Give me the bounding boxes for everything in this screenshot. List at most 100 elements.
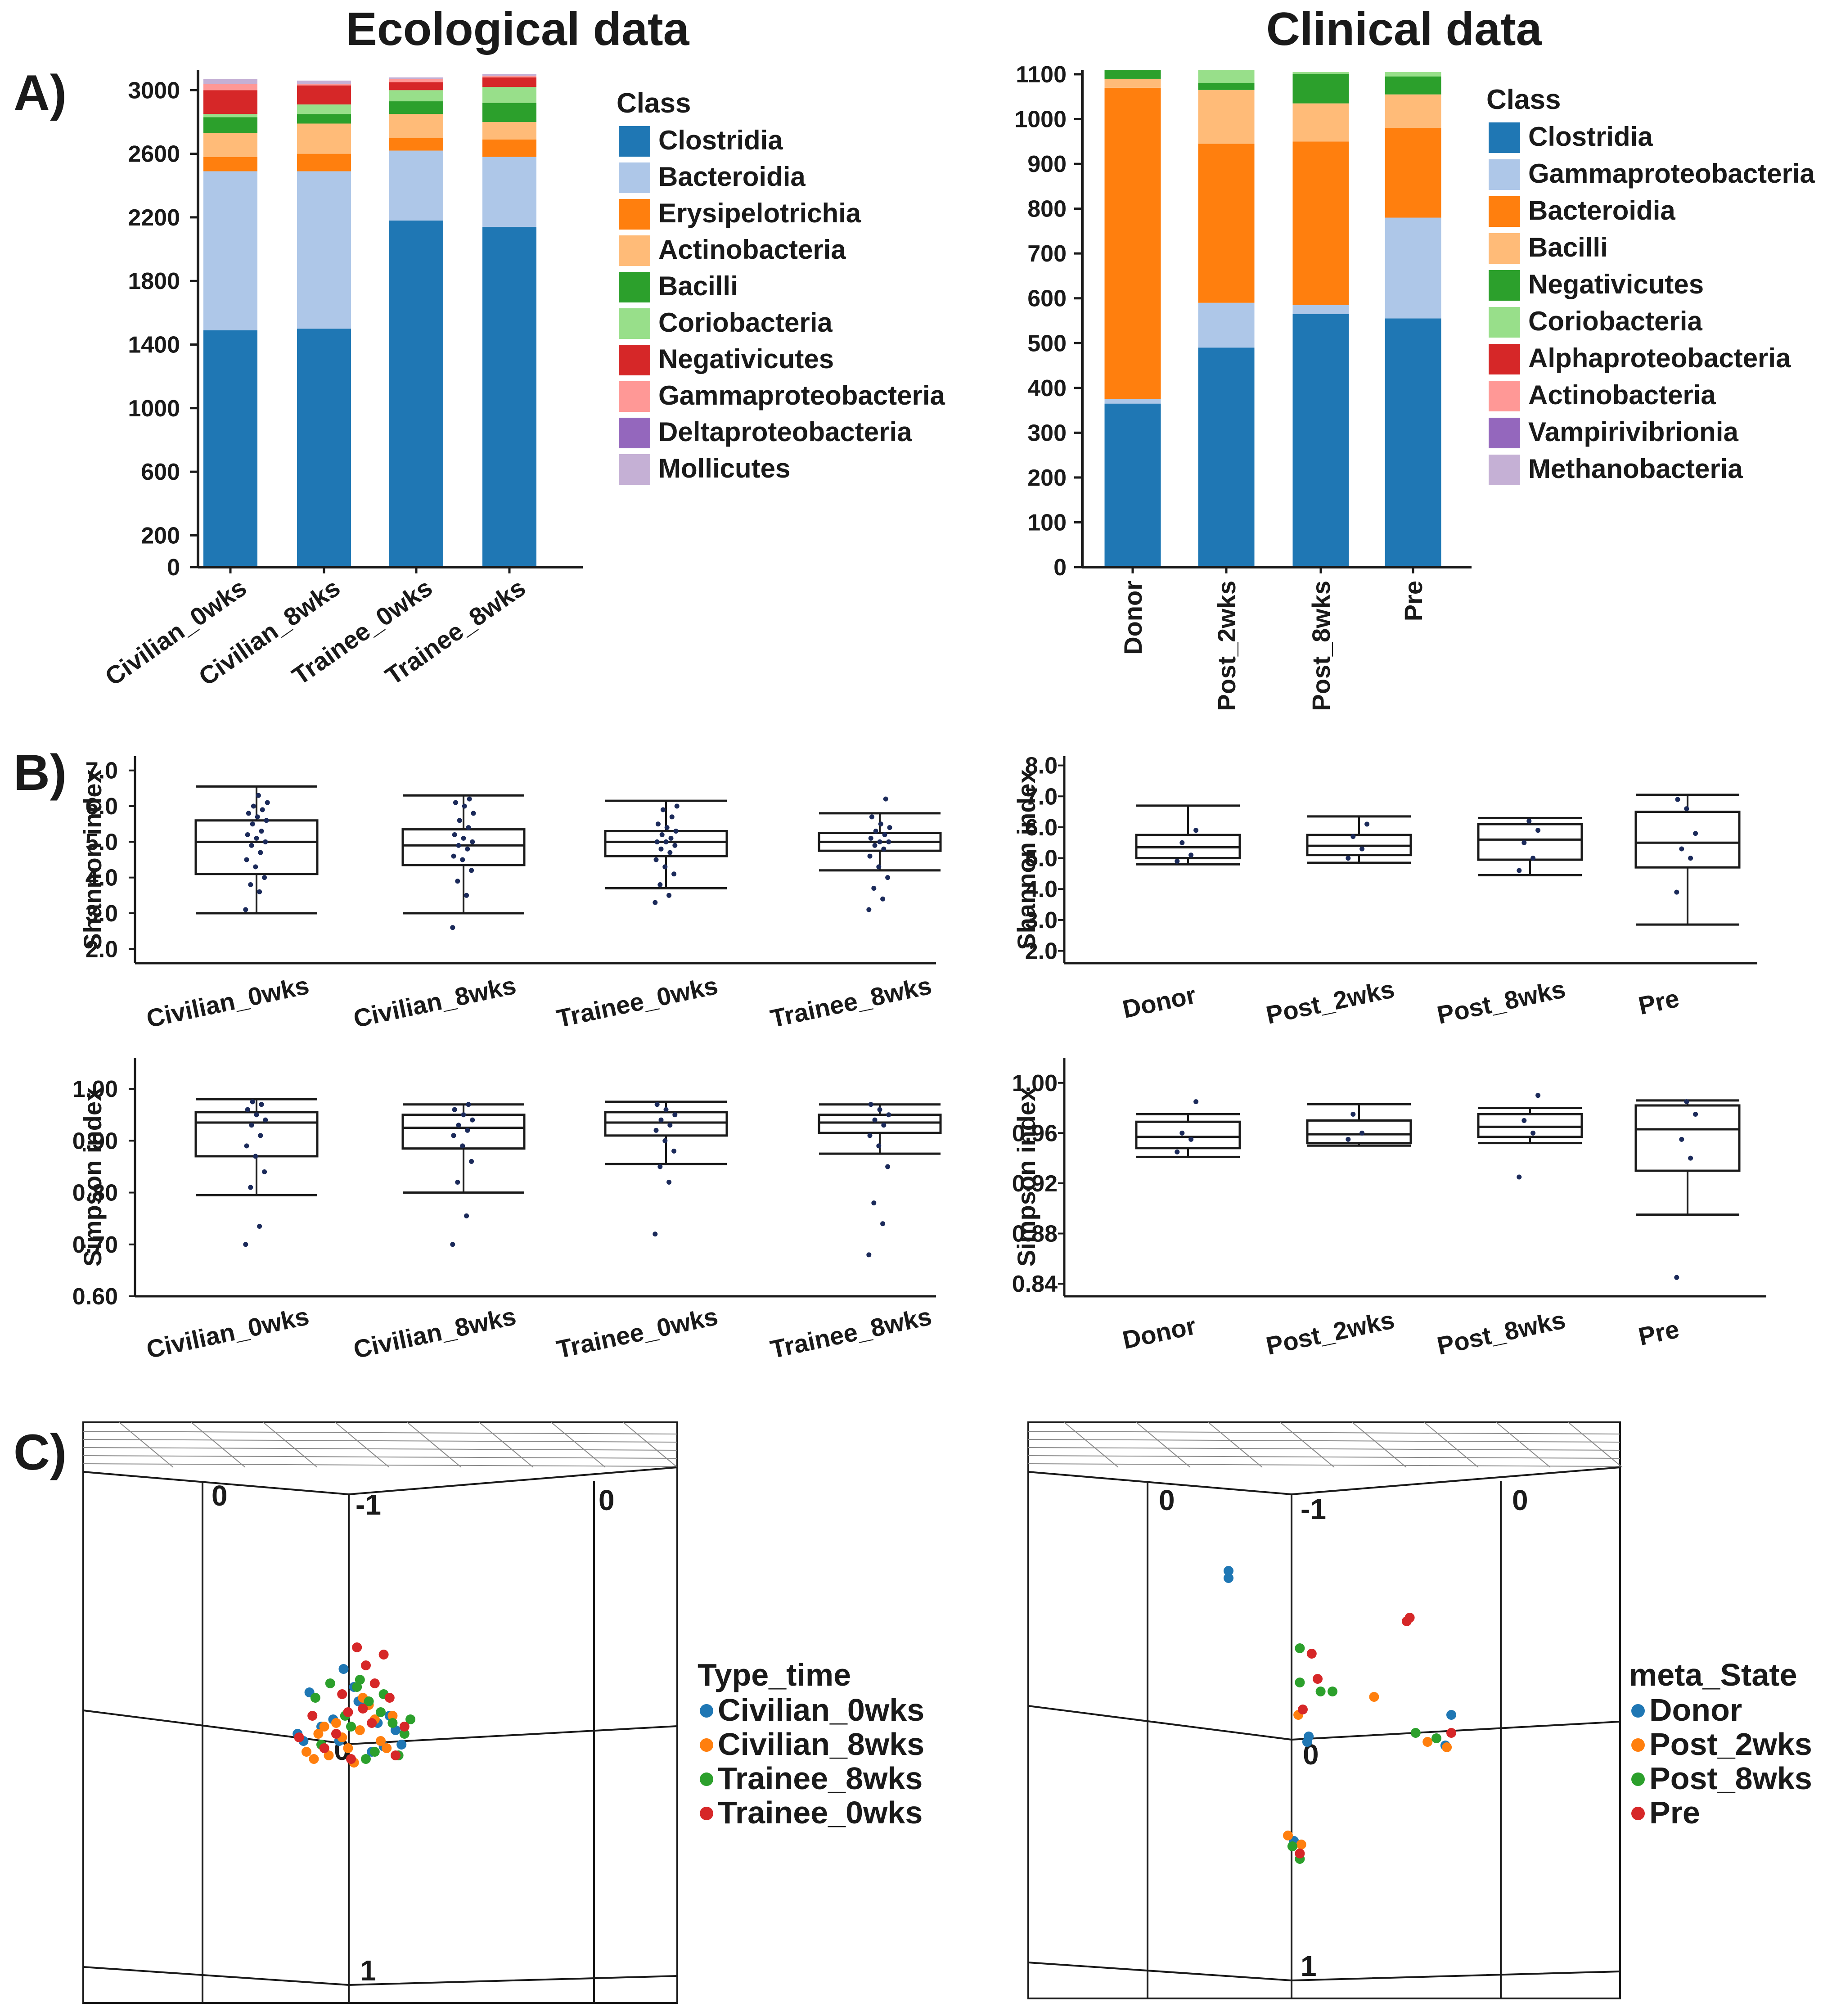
- data-point: [464, 893, 469, 898]
- legend-entry: Gammaproteobacteria: [658, 380, 945, 410]
- y-tick-label: 1000: [1014, 107, 1067, 133]
- panel-label-b: B): [14, 744, 67, 801]
- data-point: [259, 1102, 264, 1107]
- pca-grid-line: [1064, 1422, 1119, 1468]
- bar-segment: [482, 76, 536, 78]
- legend-entry: Methanobacteria: [1528, 454, 1743, 484]
- legend-title: Type_time: [698, 1657, 851, 1692]
- clinical-title: Clinical data: [1266, 3, 1543, 55]
- panel-label-a: A): [14, 65, 67, 121]
- data-point: [1346, 1137, 1351, 1142]
- data-point: [251, 803, 256, 809]
- pca-grid-line: [83, 1431, 678, 1434]
- scatter-point: [1315, 1687, 1326, 1696]
- legend-swatch: [1489, 418, 1520, 448]
- y-tick-label: 300: [1027, 420, 1067, 446]
- bar-segment: [297, 171, 351, 329]
- data-point: [466, 1102, 471, 1107]
- y-tick-label: 1.00: [1012, 1070, 1058, 1096]
- data-point: [258, 850, 263, 855]
- data-point: [245, 832, 250, 837]
- x-tick-label: Pre: [1636, 984, 1681, 1020]
- legend-entry: Bacteroidia: [1528, 195, 1675, 226]
- scatter-point: [399, 1722, 410, 1732]
- legend-swatch: [619, 199, 650, 230]
- data-point: [1350, 834, 1356, 839]
- box-iqr: [1477, 1113, 1583, 1138]
- legend-swatch: [619, 162, 650, 193]
- y-tick-label: 1400: [128, 332, 180, 358]
- y-axis-label: Simpson index: [1012, 1087, 1040, 1267]
- data-point: [253, 1154, 258, 1159]
- x-tick-label: Trainee_0wks: [554, 1302, 720, 1363]
- legend-entry: Trainee_8wks: [718, 1761, 923, 1796]
- scatter-point: [1295, 1643, 1305, 1653]
- pca-grid-line: [119, 1422, 174, 1468]
- data-point: [244, 1143, 249, 1149]
- data-point: [246, 811, 251, 816]
- y-axis-label: Shannon index: [78, 769, 107, 950]
- legend-entry: Bacteroidia: [658, 162, 806, 192]
- data-point: [452, 832, 457, 837]
- data-point: [243, 1242, 248, 1247]
- bar-segment: [203, 330, 257, 567]
- pca-grid-line: [407, 1422, 462, 1468]
- y-tick-label: 600: [1027, 286, 1067, 312]
- y-tick-label: 2.0: [86, 936, 118, 962]
- y-tick-label: 0.92: [1012, 1171, 1058, 1197]
- legend-swatch: [1489, 381, 1520, 411]
- bar-segment: [1292, 103, 1349, 142]
- bar-segment: [1198, 347, 1255, 567]
- data-point: [671, 871, 677, 877]
- legend-entry: Post_2wks: [1649, 1727, 1812, 1762]
- data-point: [249, 1123, 254, 1128]
- y-tick-label: 900: [1027, 151, 1067, 177]
- scatter-point: [399, 1729, 410, 1739]
- pca-grid-line: [1028, 1455, 1620, 1459]
- data-point: [667, 850, 673, 855]
- legend-entry: Bacilli: [1528, 232, 1608, 262]
- y-tick-label: 5.0: [1025, 846, 1058, 872]
- scatter-point: [367, 1718, 377, 1728]
- data-point: [868, 1102, 873, 1107]
- scatter-point: [369, 1678, 380, 1688]
- x-tick-label: Civilian_8wks: [351, 971, 518, 1033]
- legend-swatch: [1489, 159, 1520, 190]
- x-tick-label: Civilian_0wks: [144, 1302, 311, 1364]
- data-point: [664, 825, 670, 830]
- y-tick-label: 0.60: [72, 1284, 118, 1310]
- data-point: [470, 1117, 475, 1123]
- scatter-point: [1410, 1728, 1421, 1738]
- pca-grid-line: [623, 1422, 678, 1468]
- data-point: [657, 882, 663, 888]
- data-point: [455, 879, 460, 884]
- bar-segment: [1385, 72, 1441, 77]
- legend-entry: Mollicutes: [658, 453, 790, 483]
- data-point: [659, 832, 665, 837]
- data-point: [1517, 868, 1522, 873]
- data-point: [265, 800, 270, 805]
- scatter-point: [1224, 1566, 1233, 1576]
- y-tick-label: 0.84: [1012, 1271, 1058, 1297]
- bar-segment: [1198, 144, 1255, 303]
- pca-cube-edge: [1028, 1705, 1620, 1741]
- box-iqr: [1634, 811, 1741, 869]
- legend-entry: Vampirivibrionia: [1528, 417, 1738, 447]
- data-point: [663, 1107, 669, 1112]
- y-tick-label: 0.80: [72, 1180, 118, 1206]
- x-tick-label: Trainee_0wks: [554, 971, 720, 1033]
- bar-segment: [482, 77, 536, 87]
- data-point: [1679, 1137, 1684, 1142]
- scatter-point: [319, 1743, 329, 1753]
- panel-label-c: C): [14, 1424, 67, 1480]
- data-point: [885, 875, 891, 880]
- data-point: [250, 1099, 255, 1105]
- data-point: [471, 811, 476, 816]
- data-point: [249, 843, 254, 848]
- bar-segment: [482, 157, 536, 227]
- bar-segment: [203, 133, 257, 157]
- legend-entry: Post_8wks: [1649, 1761, 1812, 1796]
- scatter-point: [1304, 1732, 1314, 1741]
- data-point: [263, 839, 268, 844]
